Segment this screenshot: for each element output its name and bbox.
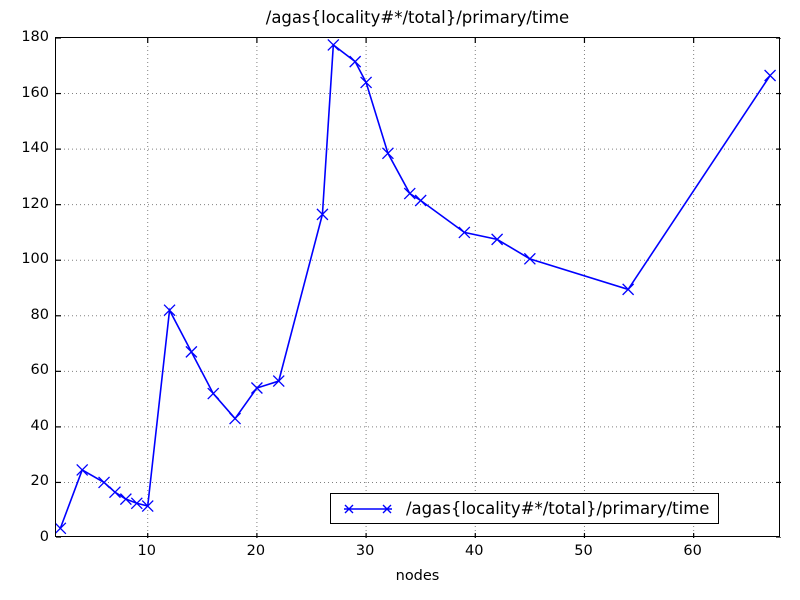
x-axis-tick-labels: 10 20 30 40 50 60	[55, 543, 780, 563]
y-axis-tick-label: 140	[21, 140, 49, 157]
y-axis-tick-label: 180	[21, 29, 49, 45]
grid-lines	[56, 38, 781, 538]
x-axis-tick-label: 10	[137, 543, 156, 559]
data-series-markers	[56, 38, 777, 535]
plot-area	[55, 37, 781, 538]
y-axis-tick-label: 20	[30, 473, 49, 490]
x-axis-tick-label: 20	[246, 543, 266, 559]
legend-line-marker-icon	[344, 504, 392, 513]
x-axis-label: nodes	[395, 568, 440, 584]
y-axis-tick-label: 60	[30, 362, 49, 379]
plot-canvas	[56, 38, 781, 538]
x-axis-tick-label: 60	[683, 543, 702, 559]
axis-tick-marks	[56, 38, 781, 538]
y-axis-tick-labels: 0 20 40 60 80 100 120 140 160 180	[0, 29, 49, 545]
chart-legend: /agas{locality#*/total}/primary/time	[330, 493, 720, 524]
legend-entry-label: /agas{locality#*/total}/primary/time	[406, 499, 710, 518]
y-axis-tick-label: 80	[30, 306, 49, 323]
x-axis-tick-label: 30	[355, 543, 375, 559]
y-axis-tick-label: 0	[39, 529, 49, 545]
x-axis-tick-label: 40	[465, 543, 484, 559]
chart-title: /agas{locality#*/total}/primary/time	[265, 8, 570, 27]
y-axis-tick-label: 120	[21, 195, 49, 212]
data-series-line	[59, 43, 771, 529]
x-axis-tick-label: 50	[574, 543, 593, 559]
y-axis-tick-label: 100	[21, 251, 49, 268]
y-axis-tick-label: 40	[30, 417, 49, 434]
y-axis-tick-label: 160	[21, 84, 49, 101]
